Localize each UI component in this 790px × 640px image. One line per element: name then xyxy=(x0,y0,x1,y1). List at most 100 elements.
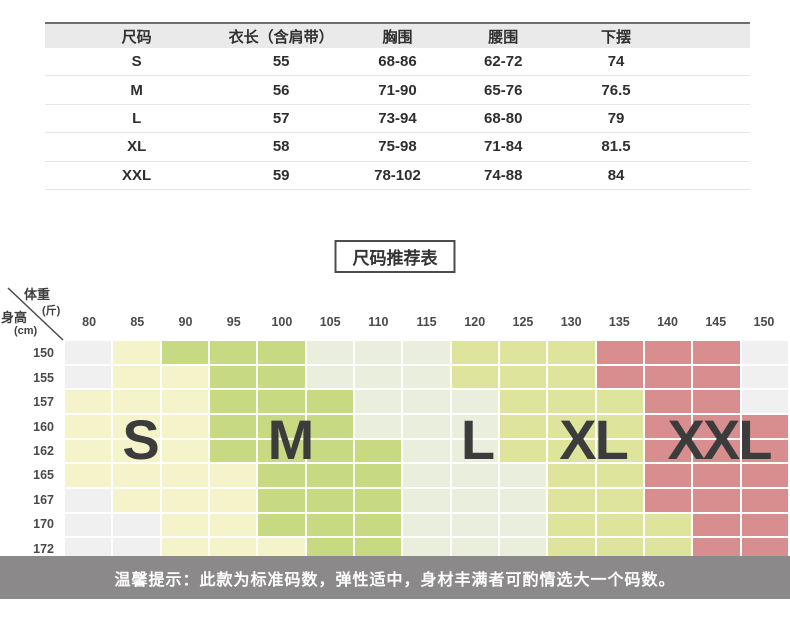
grid-cell-M xyxy=(306,390,353,413)
table-row: XL 58 75-98 71-84 81.5 xyxy=(45,133,750,162)
column-header: 尺码 xyxy=(121,28,152,46)
grid-cell-L xyxy=(306,341,353,364)
grid-cell-XXL xyxy=(741,464,788,487)
measurement-cell: 73-94 xyxy=(378,109,417,127)
grid-cell-M xyxy=(209,439,257,463)
grid-cell-S xyxy=(65,464,112,487)
grid-cell-L xyxy=(499,513,547,537)
grid-cell-S xyxy=(65,414,112,438)
measurement-cell: 71-90 xyxy=(378,81,417,99)
grid-cell-M xyxy=(209,414,257,438)
size-name-cell: S xyxy=(131,53,142,71)
height-axis-unit: (cm) xyxy=(14,325,38,337)
grid-cell-L xyxy=(403,365,450,389)
grid-cell-M xyxy=(258,414,305,438)
grid-cell-L xyxy=(403,464,450,487)
grid-cell-S xyxy=(113,341,160,364)
grid-cell-L xyxy=(354,390,402,413)
grid-cell-XL xyxy=(596,513,643,537)
grid-cell-S xyxy=(161,538,208,561)
grid-cell-M xyxy=(354,464,402,487)
grid-cell-S xyxy=(161,464,208,487)
height-tick: 167 xyxy=(33,492,54,507)
grid-cell-XL xyxy=(548,538,595,561)
grid-cell-XXL xyxy=(693,538,740,561)
tip-text: 温馨提示：此款为标准码数，弹性适中，身材丰满者可酌情选大一个码数。 xyxy=(114,571,676,589)
measurement-cell: 65-76 xyxy=(484,81,523,99)
grid-cell-XXL xyxy=(644,390,692,413)
grid-cell-XL xyxy=(548,464,595,487)
grid-cell-S xyxy=(209,513,257,537)
grid-cell-M xyxy=(258,390,305,413)
height-tick: 172 xyxy=(33,541,54,556)
grid-cell-XL xyxy=(644,513,692,537)
grid-cell-XXL xyxy=(644,439,692,463)
grid-cell-M xyxy=(354,513,402,537)
grid-cell-XL xyxy=(548,365,595,389)
measurement-cell: 57 xyxy=(272,109,290,127)
grid-cell-L xyxy=(354,341,402,364)
size-name-cell: M xyxy=(130,81,143,99)
column-header: 下摆 xyxy=(601,28,632,46)
grid-cell-XL xyxy=(596,414,643,438)
grid-cell-XL xyxy=(548,488,595,512)
grid-cell-S xyxy=(209,464,257,487)
weight-tick: 135 xyxy=(608,315,630,329)
size-spec-table: 尺码 衣长（含肩带） 胸围 腰围 下摆 S 55 68-86 62-72 74 M 56 71-90 6… xyxy=(45,22,750,190)
grid-cell-M xyxy=(209,365,257,389)
size-region-label: XXL xyxy=(667,408,773,471)
grid-cell-S xyxy=(161,439,208,463)
grid-cell-XXL xyxy=(741,414,788,438)
grid-cell-XXL xyxy=(741,439,788,463)
measurement-cell: 75-98 xyxy=(378,138,417,156)
grid-cell-M xyxy=(306,439,353,463)
size-name-cell: XXL xyxy=(122,166,152,184)
weight-tick: 110 xyxy=(368,315,389,329)
measurement-cell: 81.5 xyxy=(601,138,631,156)
size-table-header-row: 尺码 衣长（含肩带） 胸围 腰围 下摆 xyxy=(45,22,750,48)
measurement-cell: 78-102 xyxy=(374,166,421,184)
measurement-cell: 56 xyxy=(272,81,290,99)
table-row: M 56 71-90 65-76 76.5 xyxy=(45,76,750,105)
grid-cell-XXL xyxy=(644,464,692,487)
grid-cell-L xyxy=(403,439,450,463)
grid-cell-M xyxy=(258,488,305,512)
grid-cell-XL xyxy=(499,390,547,413)
weight-tick: 145 xyxy=(705,315,727,329)
grid-cell-L xyxy=(403,538,450,561)
grid-cell-XL xyxy=(451,341,498,364)
size-recommendation-chart: 体重 (斤) 身高 (cm) 80 85 90 95 100 105 110 115 120 12… xyxy=(0,283,790,561)
grid-cell-S xyxy=(113,365,160,389)
table-row: L 57 73-94 68-80 79 xyxy=(45,105,750,134)
grid-cell-XXL xyxy=(693,464,740,487)
measurement-cell: 76.5 xyxy=(601,81,631,99)
grid-cell-L xyxy=(403,390,450,413)
grid-cell-XL xyxy=(499,414,547,438)
grid-cell-M xyxy=(306,488,353,512)
height-tick: 160 xyxy=(33,419,54,434)
grid-cell-XL xyxy=(548,513,595,537)
recommendation-title: 尺码推荐表 xyxy=(352,249,438,268)
grid-cell-XL xyxy=(548,414,595,438)
height-tick: 170 xyxy=(33,517,54,532)
grid-cell-S xyxy=(113,464,160,487)
grid-cell-M xyxy=(258,464,305,487)
grid-cell-M xyxy=(306,538,353,561)
measurement-cell: 79 xyxy=(607,109,625,127)
height-tick: 165 xyxy=(33,468,54,483)
grid-cell-M xyxy=(258,439,305,463)
grid-cell-XL xyxy=(499,365,547,389)
grid-cell-M xyxy=(258,513,305,537)
measurement-cell: 55 xyxy=(272,53,290,71)
grid-cell-XXL xyxy=(693,341,740,364)
grid-cell-L xyxy=(451,513,498,537)
measurement-cell: 71-84 xyxy=(484,138,523,156)
grid-cell-XL xyxy=(548,341,595,364)
weight-tick: 130 xyxy=(560,315,582,329)
grid-cell-L xyxy=(451,464,498,487)
grid-cell-XXL xyxy=(644,365,692,389)
grid-cell-XL xyxy=(499,439,547,463)
grid-cell-S xyxy=(161,513,208,537)
grid-cell-empty xyxy=(65,488,112,512)
